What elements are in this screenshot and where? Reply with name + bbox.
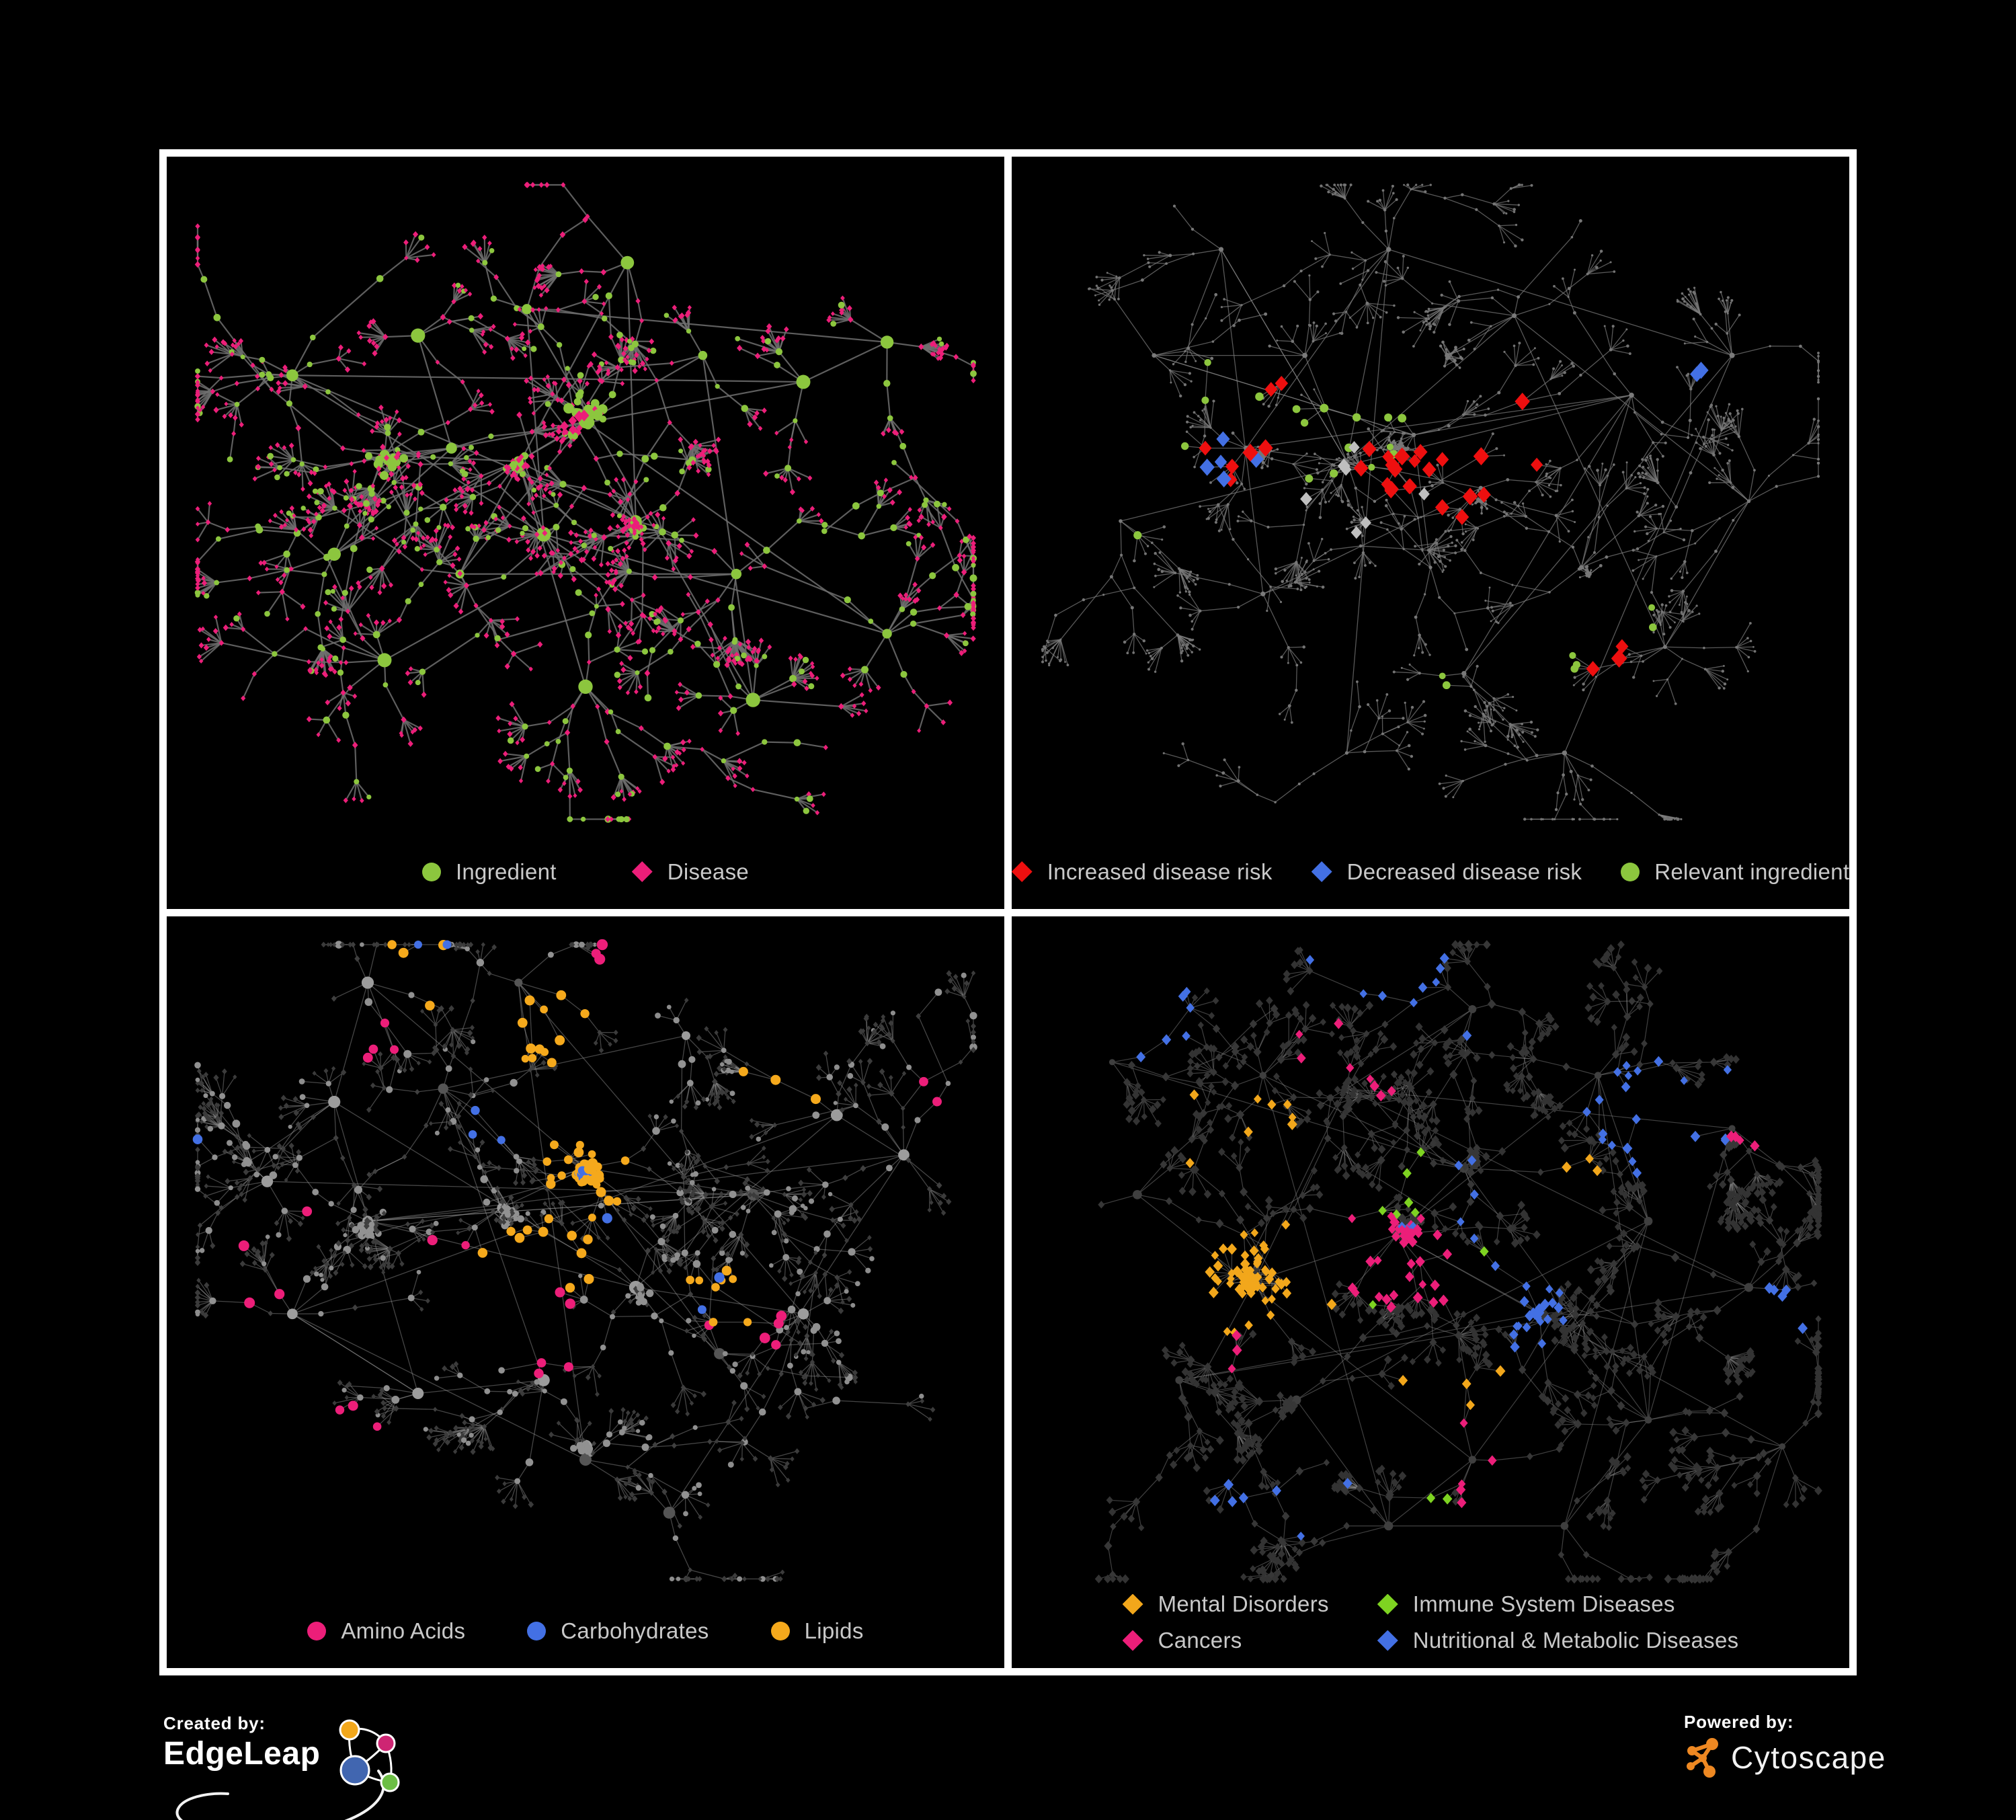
cancers-diamond-marker-icon: [1122, 1630, 1143, 1651]
panel-disease-category-network: Mental Disorders Immune System Diseases Ca…: [1012, 916, 1849, 1668]
increased-disease-risk-diamond-marker-icon: [1012, 861, 1033, 882]
legend-label-increased-disease-risk: Increased disease risk: [1047, 859, 1273, 884]
nutrient-class-network-graph: [192, 939, 977, 1582]
legend-label-lipids: Lipids: [804, 1618, 864, 1643]
panel-nutrient-class-network: Amino Acids Carbohydrates Lipids: [167, 916, 1004, 1668]
legend-item-lipids: Lipids: [770, 1618, 864, 1644]
edgeleap-logo-icon: [339, 1719, 400, 1792]
legend-label-disease: Disease: [667, 859, 750, 884]
legend-label-ingredient: Ingredient: [455, 859, 557, 884]
edgeleap-swoosh: [175, 1770, 385, 1820]
legend-label-relevant-ingredient: Relevant ingredient: [1654, 859, 1849, 884]
legend-ingredient-disease: Ingredient Disease: [167, 859, 1004, 885]
legend-disease-risk: Increased disease risk Decreased disease …: [1012, 859, 1849, 885]
ingredient-disease-network-graph: [194, 182, 977, 823]
decreased-disease-risk-diamond-marker-icon: [1311, 861, 1332, 882]
legend-label-cancers: Cancers: [1158, 1628, 1242, 1653]
legend-disease-category: Mental Disorders Immune System Diseases Ca…: [1012, 1591, 1849, 1653]
powered-by-label: Powered by:: [1684, 1712, 1794, 1732]
panel-ingredient-disease-network: Ingredient Disease: [167, 157, 1004, 909]
legend-label-mental-disorders: Mental Disorders: [1158, 1591, 1329, 1616]
powered-by-credit: Powered by: Cytoscape: [1684, 1712, 1886, 1780]
disease-category-network-graph: [1094, 939, 1823, 1583]
lipids-circle-marker-icon: [770, 1622, 790, 1640]
immune-system-diseases-diamond-marker-icon: [1377, 1593, 1398, 1615]
disease-risk-network-graph: [1041, 183, 1820, 821]
legend-item-decreased-disease-risk: Decreased disease risk: [1311, 859, 1582, 885]
legend-item-immune-system-diseases: Immune System Diseases: [1377, 1591, 1675, 1617]
created-by-label: Created by:: [163, 1713, 266, 1733]
carbohydrates-circle-marker-icon: [527, 1622, 547, 1640]
edgeleap-blue-node: [339, 1755, 370, 1786]
legend-nutrient-class: Amino Acids Carbohydrates Lipids: [167, 1618, 1004, 1644]
created-by-credit: Created by: EdgeLeap: [163, 1713, 479, 1820]
mental-disorders-diamond-marker-icon: [1122, 1593, 1143, 1615]
edgeleap-logo-text: EdgeLeap: [163, 1736, 321, 1772]
legend-label-nutritional-metabolic-diseases: Nutritional & Metabolic Diseases: [1412, 1628, 1739, 1653]
amino-acids-circle-marker-icon: [307, 1622, 327, 1640]
legend-label-decreased-disease-risk: Decreased disease risk: [1346, 859, 1582, 884]
legend-item-amino-acids: Amino Acids: [307, 1618, 465, 1644]
legend-item-cancers: Cancers: [1122, 1628, 1242, 1653]
disease-diamond-marker-icon: [631, 861, 653, 882]
cytoscape-logo-text: Cytoscape: [1731, 1740, 1886, 1775]
legend-item-relevant-ingredient: Relevant ingredient: [1621, 859, 1849, 885]
nutritional-metabolic-diseases-diamond-marker-icon: [1377, 1630, 1398, 1651]
ingredient-circle-marker-icon: [421, 862, 441, 881]
panel-grid: Ingredient Disease Increased disease risk…: [159, 149, 1857, 1675]
edgeleap-pink-node: [376, 1733, 396, 1753]
legend-item-carbohydrates: Carbohydrates: [527, 1618, 709, 1644]
legend-label-carbohydrates: Carbohydrates: [561, 1618, 709, 1643]
relevant-ingredient-circle-marker-icon: [1621, 862, 1640, 881]
cytoscape-logo: Cytoscape: [1684, 1735, 1886, 1780]
legend-item-increased-disease-risk: Increased disease risk: [1012, 859, 1273, 885]
legend-item-disease: Disease: [631, 859, 750, 885]
legend-label-immune-system-diseases: Immune System Diseases: [1412, 1591, 1675, 1616]
cytoscape-logo-icon: [1687, 1738, 1718, 1778]
edgeleap-orange-node: [339, 1719, 360, 1741]
legend-item-mental-disorders: Mental Disorders: [1122, 1591, 1329, 1617]
edgeleap-green-node: [380, 1772, 400, 1792]
legend-label-amino-acids: Amino Acids: [341, 1618, 466, 1643]
legend-item-ingredient: Ingredient: [421, 859, 557, 885]
edgeleap-logo: EdgeLeap: [163, 1719, 479, 1816]
legend-item-nutritional-metabolic-diseases: Nutritional & Metabolic Diseases: [1377, 1628, 1739, 1653]
panel-disease-risk-network: Increased disease risk Decreased disease …: [1012, 157, 1849, 909]
